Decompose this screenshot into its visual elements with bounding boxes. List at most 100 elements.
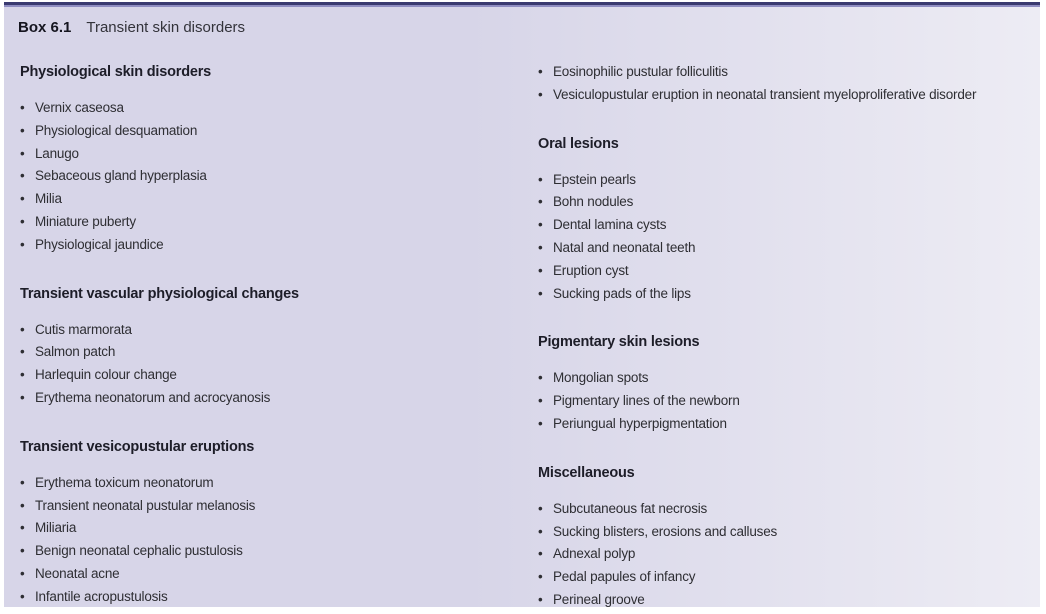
list-item: • Sucking pads of the lips xyxy=(538,283,1040,306)
list-item-label: Pedal papules of infancy xyxy=(553,569,696,585)
bullet-icon: • xyxy=(20,236,25,252)
list-item: • Sebaceous gland hyperplasia xyxy=(20,165,522,188)
box-top-border xyxy=(4,2,1040,5)
group-heading: Transient vesicopustular eruptions xyxy=(20,438,255,455)
bullet-icon: • xyxy=(20,367,25,383)
disorder-group: Miscellaneous • Subcutaneous fat necrosis •… xyxy=(538,462,1040,607)
list-item: • Pedal papules of infancy xyxy=(538,566,1040,589)
list-item-label: Erythema neonatorum and acrocyanosis xyxy=(35,389,271,405)
list-item: • Vesiculopustular eruption in neonatal t… xyxy=(538,84,1040,107)
list-item-label: Natal and neonatal teeth xyxy=(553,239,696,255)
list-item: • Dental lamina cysts xyxy=(538,214,1040,237)
disorder-list: • Mongolian spots • Pigmentary lines of the… xyxy=(538,367,1040,435)
bullet-icon: • xyxy=(20,588,25,604)
list-item-label: Benign neonatal cephalic pustulosis xyxy=(35,543,243,559)
column-right: • Eosinophilic pustular folliculitis • Vesi… xyxy=(522,61,1040,607)
box-title: Transient skin disorders xyxy=(86,19,246,36)
bullet-icon: • xyxy=(20,145,25,161)
list-item: • Cutis marmorata xyxy=(20,319,522,342)
bullet-icon: • xyxy=(538,217,543,233)
list-item: • Physiological desquamation xyxy=(20,120,522,143)
list-item: • Miliaria xyxy=(20,517,522,540)
list-item-label: Dental lamina cysts xyxy=(553,217,667,233)
list-item: • Eosinophilic pustular folliculitis xyxy=(538,61,1040,84)
list-item: • Adnexal polyp xyxy=(538,543,1040,566)
list-item: • Periungual hyperpigmentation xyxy=(538,413,1040,436)
list-item-label: Pigmentary lines of the newborn xyxy=(553,393,740,409)
column-left: Physiological skin disorders • Vernix case… xyxy=(4,61,522,607)
list-item: • Harlequin colour change xyxy=(20,364,522,387)
disorder-group: Transient vesicopustular eruptions • Eryth… xyxy=(20,436,522,607)
list-item-label: Milia xyxy=(35,191,62,207)
bullet-icon: • xyxy=(20,344,25,360)
list-item-label: Perineal groove xyxy=(553,591,645,607)
list-item-label: Sebaceous gland hyperplasia xyxy=(35,168,207,184)
bullet-icon: • xyxy=(538,591,543,607)
disorder-list: • Eosinophilic pustular folliculitis • Vesi… xyxy=(538,61,1040,107)
list-item: • Sucking blisters, erosions and calluses xyxy=(538,521,1040,544)
list-item-label: Miniature puberty xyxy=(35,213,136,229)
bullet-icon: • xyxy=(538,239,543,255)
list-item-label: Salmon patch xyxy=(35,344,116,360)
bullet-icon: • xyxy=(20,191,25,207)
group-heading: Oral lesions xyxy=(538,135,619,152)
bullet-icon: • xyxy=(538,546,543,562)
list-item-label: Physiological jaundice xyxy=(35,236,164,252)
list-item: • Neonatal acne xyxy=(20,563,522,586)
list-item: • Miniature puberty xyxy=(20,211,522,234)
bullet-icon: • xyxy=(538,569,543,585)
list-item-label: Transient neonatal pustular melanosis xyxy=(35,497,256,513)
list-item-label: Sucking blisters, erosions and calluses xyxy=(553,523,778,539)
bullet-icon: • xyxy=(538,86,543,102)
disorder-list: • Subcutaneous fat necrosis • Sucking blist… xyxy=(538,498,1040,607)
list-item: • Bohn nodules xyxy=(538,191,1040,214)
list-item: • Physiological jaundice xyxy=(20,234,522,257)
list-item-label: Infantile acropustulosis xyxy=(35,588,168,604)
bullet-icon: • xyxy=(20,122,25,138)
list-item-label: Sucking pads of the lips xyxy=(553,285,691,301)
list-item-label: Erythema toxicum neonatorum xyxy=(35,474,214,490)
disorder-list: • Erythema toxicum neonatorum • Transient n… xyxy=(20,472,522,607)
bullet-icon: • xyxy=(20,100,25,115)
disorder-list: • Epstein pearls • Bohn nodules • Dental lami… xyxy=(538,169,1040,306)
list-item-label: Adnexal polyp xyxy=(553,546,636,562)
list-item: • Milia xyxy=(20,188,522,211)
list-item-label: Periungual hyperpigmentation xyxy=(553,415,727,431)
bullet-icon: • xyxy=(538,500,543,516)
bullet-icon: • xyxy=(20,321,25,337)
list-item: • Erythema neonatorum and acrocyanosis xyxy=(20,387,522,410)
list-item-label: Eosinophilic pustular folliculitis xyxy=(553,64,728,79)
list-item: • Epstein pearls xyxy=(538,169,1040,192)
bullet-icon: • xyxy=(538,523,543,539)
list-item: • Vernix caseosa xyxy=(20,97,522,120)
bullet-icon: • xyxy=(20,565,25,581)
list-item-label: Eruption cyst xyxy=(553,262,629,278)
box-top-border-accent xyxy=(4,5,1040,7)
disorder-group: • Eosinophilic pustular folliculitis • Vesi… xyxy=(538,61,1040,107)
list-item-label: Neonatal acne xyxy=(35,565,120,581)
bullet-icon: • xyxy=(538,171,543,187)
list-item: • Benign neonatal cephalic pustulosis xyxy=(20,540,522,563)
bullet-icon: • xyxy=(538,370,543,386)
list-item-label: Harlequin colour change xyxy=(35,367,177,383)
list-item: • Lanugo xyxy=(20,143,522,166)
bullet-icon: • xyxy=(20,213,25,229)
disorder-list: • Vernix caseosa • Physiological desquamati… xyxy=(20,97,522,257)
list-item: • Natal and neonatal teeth xyxy=(538,237,1040,260)
list-item: • Eruption cyst xyxy=(538,260,1040,283)
list-item-label: Cutis marmorata xyxy=(35,321,132,337)
list-item: • Mongolian spots xyxy=(538,367,1040,390)
list-item: • Infantile acropustulosis xyxy=(20,586,522,607)
list-item-label: Vernix caseosa xyxy=(35,100,124,115)
disorder-group: Oral lesions • Epstein pearls • Bohn nodules… xyxy=(538,133,1040,306)
list-item: • Perineal groove xyxy=(538,589,1040,607)
list-item-label: Physiological desquamation xyxy=(35,122,198,138)
box-label: Box 6.1 xyxy=(18,19,72,36)
bullet-icon: • xyxy=(538,393,543,409)
list-item-label: Mongolian spots xyxy=(553,370,649,386)
bullet-icon: • xyxy=(538,285,543,301)
box-content: Physiological skin disorders • Vernix case… xyxy=(4,37,1040,607)
list-item-label: Epstein pearls xyxy=(553,171,636,187)
list-item-label: Miliaria xyxy=(35,520,77,536)
